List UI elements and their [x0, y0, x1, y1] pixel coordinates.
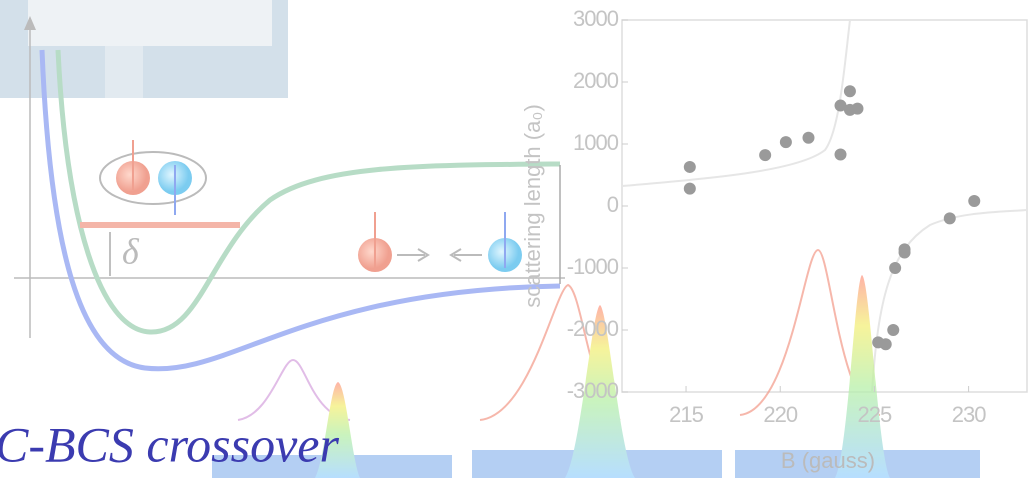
plot: 3000 2000 1000 0 -1000 -2000 -3000 215 220 225 230 — [567, 6, 986, 427]
collage: δ C-BCS crossover B (gauss) scattering l… — [0, 0, 1032, 478]
x-tick-label: 220 — [763, 402, 797, 427]
x-tick-label: 215 — [669, 402, 703, 427]
data-point — [944, 212, 956, 224]
data-point — [887, 324, 899, 336]
data-point — [780, 136, 792, 148]
y-tick-label: -3000 — [567, 378, 619, 403]
heading: C-BCS crossover — [0, 416, 339, 472]
data-point — [968, 195, 980, 207]
data-point — [684, 183, 696, 195]
x-axis-label: B (gauss) — [781, 448, 875, 473]
plot-frame — [622, 20, 1027, 392]
data-point — [851, 103, 863, 115]
photo-strip — [105, 46, 143, 98]
data-point — [880, 338, 892, 350]
data-point — [889, 262, 901, 274]
x-tick-label: 225 — [858, 402, 892, 427]
approach-arrow — [451, 249, 482, 261]
x-tick-label: 230 — [952, 402, 986, 427]
fit-curve — [872, 210, 1027, 392]
fit-curve — [622, 20, 850, 186]
delta-label: δ — [122, 231, 140, 271]
data-point — [759, 149, 771, 161]
approach-arrow — [397, 249, 428, 261]
data-point — [684, 161, 696, 173]
y-tick-label: 0 — [607, 192, 619, 217]
data-point — [844, 85, 856, 97]
y-tick-label: 2000 — [573, 68, 619, 93]
data-point — [899, 247, 911, 259]
y-tick-label: -1000 — [567, 254, 619, 279]
y-tick-label: -2000 — [567, 316, 619, 341]
y-tick-label: 1000 — [573, 130, 619, 155]
y-axis-label: scattering length (a₀) — [520, 104, 545, 308]
data-point — [835, 149, 847, 161]
photo-sample — [28, 0, 272, 46]
data-point — [802, 132, 814, 144]
y-tick-label: 3000 — [573, 6, 619, 31]
